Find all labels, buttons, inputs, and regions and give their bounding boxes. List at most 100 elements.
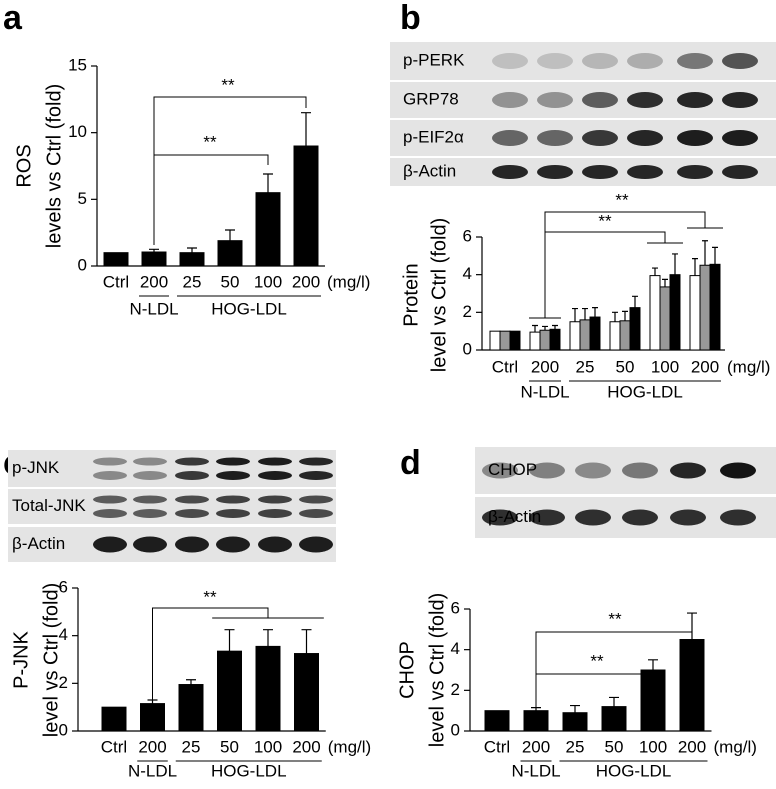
unit-label: (mg/l) <box>328 737 371 756</box>
error-bar <box>648 659 658 670</box>
blot-band <box>216 509 250 518</box>
error-bar <box>612 311 618 322</box>
y-tick-label: 0 <box>78 255 87 274</box>
bar <box>619 320 631 351</box>
significance-bracket <box>544 231 666 318</box>
bar <box>140 703 165 732</box>
bar <box>141 251 167 267</box>
x-tick-label: 200 <box>292 272 320 291</box>
blot-band <box>133 509 167 518</box>
blot-band <box>299 471 333 480</box>
blot-band <box>627 92 663 108</box>
x-tick-label: 25 <box>576 357 595 376</box>
blot-band <box>93 536 127 553</box>
blot-band <box>93 457 127 466</box>
bar <box>499 330 511 351</box>
bar <box>217 240 243 267</box>
y-tick-label: 6 <box>59 577 68 596</box>
blot-band <box>492 165 528 179</box>
blot-band <box>216 536 250 553</box>
error-bar <box>592 307 598 318</box>
blot-band <box>582 130 618 146</box>
error-bar <box>702 240 708 266</box>
bar <box>539 329 551 351</box>
x-tick-label: 50 <box>221 272 240 291</box>
bar <box>523 710 549 732</box>
error-bar <box>186 679 196 685</box>
blot-band <box>175 471 209 480</box>
blot-band <box>575 462 611 479</box>
significance-bracket <box>153 96 307 245</box>
blot-band <box>537 53 573 69</box>
x-tick-label: 25 <box>183 272 202 291</box>
x-tick-label: 100 <box>651 357 679 376</box>
significance-label: ** <box>598 211 612 230</box>
blot-band <box>133 471 167 480</box>
group-label: N-LDL <box>511 761 560 780</box>
significance-bracket <box>153 154 269 245</box>
blot-label: p-JNK <box>12 458 60 477</box>
blot-band <box>492 130 528 146</box>
blot-band <box>299 536 333 553</box>
blot-band <box>216 471 250 480</box>
y-tick-label: 4 <box>451 639 460 658</box>
blot-band <box>492 92 528 108</box>
x-tick-label: Ctrl <box>492 357 518 376</box>
significance-label: ** <box>615 190 629 209</box>
blot-band <box>670 462 706 479</box>
bar <box>579 319 591 351</box>
blot-band <box>575 509 611 526</box>
blot-band <box>627 165 663 179</box>
group-label: N-LDL <box>129 299 178 318</box>
blot-band <box>677 92 713 108</box>
error-bar <box>692 258 698 276</box>
x-tick-label: Ctrl <box>101 737 127 756</box>
panel-letter: a <box>3 0 23 37</box>
significance-bracket <box>152 607 269 706</box>
bar <box>549 328 561 351</box>
error-bar <box>609 696 619 707</box>
significance-label: ** <box>590 651 604 670</box>
significance-label: ** <box>221 75 235 94</box>
y-tick-label: 0 <box>59 720 68 739</box>
blot-band <box>722 92 758 108</box>
error-bar <box>263 629 273 647</box>
y-tick-label: 2 <box>59 673 68 692</box>
significance-bracket <box>544 211 706 318</box>
group-label: HOG-LDL <box>607 382 683 401</box>
blot-band <box>299 457 333 466</box>
blot-strip <box>8 450 336 487</box>
x-tick-label: Ctrl <box>484 737 510 756</box>
y-tick-label: 2 <box>451 680 460 699</box>
bar <box>255 192 281 267</box>
blot-band <box>622 509 658 526</box>
blot-band <box>482 462 518 479</box>
bar <box>569 321 581 351</box>
blot-band <box>537 92 573 108</box>
error-bar <box>672 253 678 275</box>
y-tick-label: 15 <box>68 55 87 74</box>
bar <box>293 145 319 267</box>
blot-band <box>627 53 663 69</box>
blot-band <box>175 509 209 518</box>
significance-label: ** <box>608 609 622 628</box>
y-tick-label: 0 <box>451 720 460 739</box>
error-bar <box>582 307 588 320</box>
error-bar <box>652 267 658 276</box>
error-bar <box>224 629 235 652</box>
unit-label: (mg/l) <box>714 737 757 756</box>
blot-band <box>529 509 565 526</box>
error-bar <box>532 324 538 333</box>
bar <box>649 275 661 351</box>
blot-band <box>722 165 758 179</box>
y-tick-label: 5 <box>78 189 87 208</box>
bar <box>294 653 319 732</box>
bar <box>529 331 541 351</box>
x-tick-label: 50 <box>616 357 635 376</box>
error-bar <box>552 324 558 330</box>
panel: d CHOP β-Actin 0 2 4 6 CHOP level vs Ctrl (fold)… <box>396 444 776 780</box>
bar <box>562 712 588 732</box>
blot-band <box>722 53 758 69</box>
x-tick-label: 100 <box>254 737 282 756</box>
